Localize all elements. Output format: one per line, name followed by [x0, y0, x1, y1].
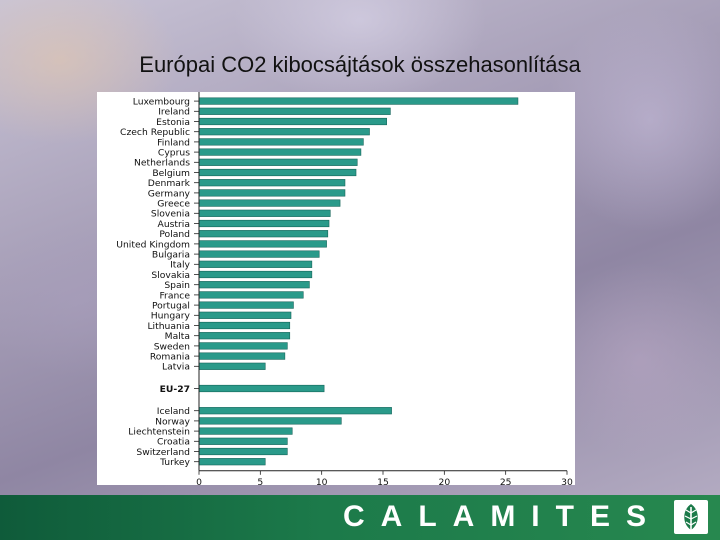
bar-mark — [198, 97, 519, 105]
bar-mark — [198, 342, 288, 350]
bar-mark — [198, 417, 342, 425]
bar-mark — [198, 260, 313, 268]
category-label: Denmark — [148, 178, 191, 189]
category-label: Belgium — [152, 168, 190, 179]
category-label: Iceland — [157, 406, 190, 417]
x-tick-label: 10 — [316, 477, 328, 485]
bar-mark — [198, 250, 320, 258]
category-label: Bulgaria — [152, 250, 190, 261]
bar-mark — [198, 189, 346, 197]
chart-panel: Luxembourg Ireland Estonia Czech Republic Fi… — [97, 92, 575, 485]
brand-wordmark: CALAMITES — [343, 500, 662, 533]
bar-mark — [198, 219, 330, 228]
logo-box — [674, 500, 708, 534]
bar-mark — [198, 209, 331, 217]
bar-mark — [198, 311, 292, 319]
category-label: Ireland — [158, 107, 190, 118]
category-label: Cyprus — [158, 148, 190, 159]
bar-mark — [198, 321, 291, 330]
category-label: EU-27 — [160, 384, 190, 395]
leaf-icon — [684, 504, 698, 530]
category-label: Slovakia — [151, 270, 190, 281]
category-label: Austria — [158, 219, 190, 230]
bar-mark — [198, 148, 362, 156]
category-label: Poland — [159, 229, 190, 240]
bar-mark — [198, 230, 329, 238]
x-tick-label: 5 — [257, 477, 263, 485]
bar-mark — [198, 168, 357, 177]
bar-mark — [198, 240, 327, 248]
bar-mark — [198, 270, 313, 279]
slide-title: Európai CO2 kibocsájtások összehasonlítá… — [139, 52, 581, 77]
bar-mark — [198, 352, 286, 360]
category-label: Italy — [170, 260, 190, 271]
x-tick-label: 20 — [438, 477, 450, 485]
x-tick-label: 0 — [196, 477, 202, 485]
footer-bar: CALAMITES — [0, 495, 720, 540]
category-label: Spain — [164, 280, 190, 291]
category-label: Sweden — [154, 341, 190, 352]
bar-mark — [198, 427, 293, 435]
category-label: Greece — [157, 199, 190, 210]
bar-mark — [198, 117, 387, 126]
category-label: Finland — [157, 137, 190, 148]
category-label: Turkey — [159, 457, 190, 468]
bar-mark — [198, 301, 294, 309]
bar-mark — [198, 107, 391, 115]
category-label: Netherlands — [134, 158, 190, 169]
category-label: Norway — [155, 416, 190, 427]
category-label: United Kingdom — [116, 239, 190, 250]
x-tick-label: 25 — [500, 477, 512, 485]
category-label: Malta — [165, 331, 190, 342]
bar-mark — [198, 362, 266, 370]
category-label: Luxembourg — [133, 97, 190, 108]
category-label: Hungary — [151, 311, 191, 322]
bar-mark — [198, 158, 358, 166]
bar-mark — [198, 332, 291, 340]
category-label: Portugal — [152, 301, 190, 312]
bar-mark — [198, 458, 266, 466]
category-label: Croatia — [157, 437, 190, 448]
category-label: Switzerland — [136, 447, 190, 458]
x-tick-label: 15 — [377, 477, 389, 485]
bar-mark — [198, 384, 325, 393]
category-label: Czech Republic — [120, 127, 190, 138]
category-label: Estonia — [156, 117, 190, 128]
category-label: France — [159, 290, 190, 301]
bar-mark — [198, 128, 370, 136]
bar-mark — [198, 437, 288, 445]
bar-mark — [198, 407, 392, 415]
bar-mark — [198, 199, 341, 207]
category-label: Germany — [148, 188, 191, 199]
bar-mark — [198, 138, 364, 146]
bar-mark — [198, 291, 304, 299]
category-label: Lithuania — [147, 321, 190, 332]
category-label: Slovenia — [151, 209, 190, 220]
bar-mark — [198, 281, 310, 289]
category-label: Liechtenstein — [128, 427, 190, 438]
category-label: Romania — [150, 352, 190, 363]
x-tick-label: 30 — [561, 477, 573, 485]
bar-mark — [198, 447, 288, 456]
bar-mark — [198, 179, 346, 187]
category-label: Latvia — [162, 362, 190, 373]
